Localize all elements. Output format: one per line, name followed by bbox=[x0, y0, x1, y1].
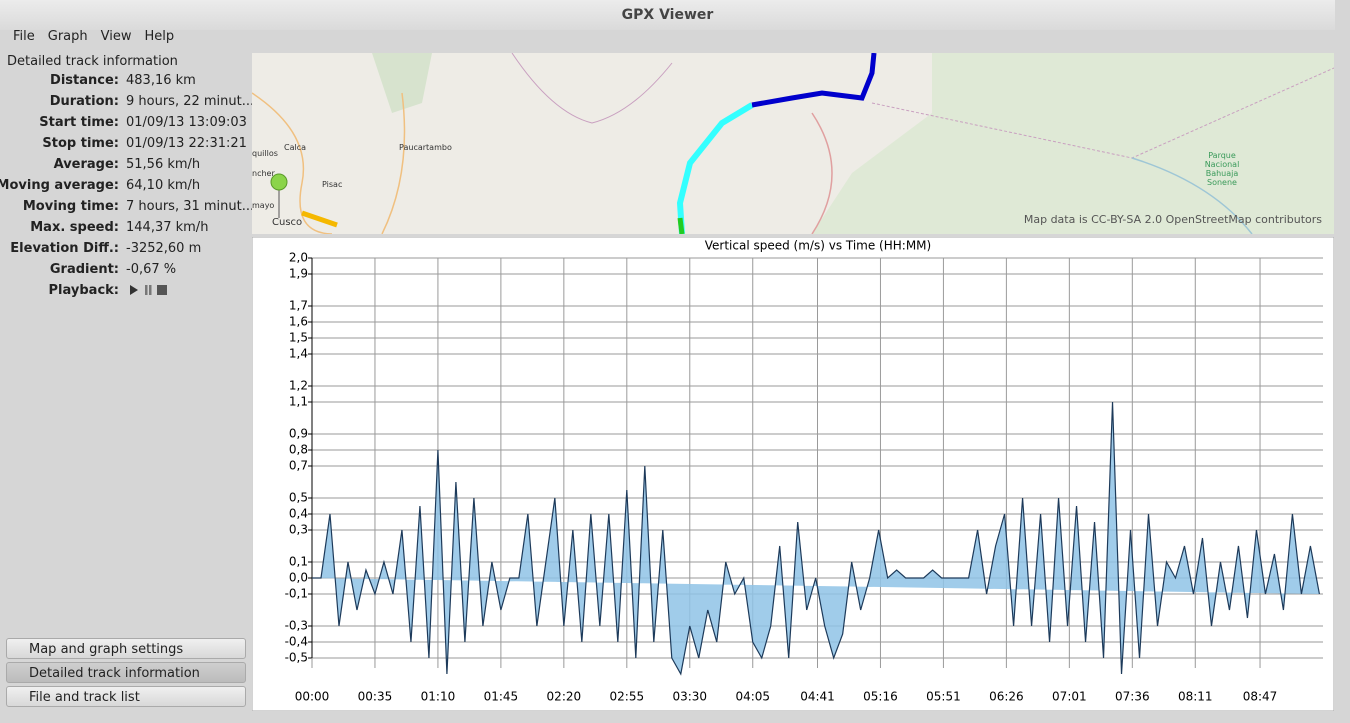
info-value: 144,37 km/h bbox=[126, 220, 209, 235]
y-tick-label: 2,0 bbox=[289, 251, 308, 265]
info-label: Gradient: bbox=[49, 262, 119, 277]
info-row: Average: 51,56 km/h bbox=[0, 157, 250, 178]
place-label: Paucartambo bbox=[399, 143, 452, 152]
y-tick-label: 0,1 bbox=[289, 555, 308, 569]
x-tick-label: 08:11 bbox=[1178, 690, 1213, 704]
x-tick-label: 05:16 bbox=[863, 690, 898, 704]
y-tick-label: 1,2 bbox=[289, 379, 308, 393]
y-tick-label: -0,3 bbox=[285, 619, 308, 633]
info-value: 51,56 km/h bbox=[126, 157, 201, 172]
playback-icons[interactable] bbox=[126, 283, 170, 297]
park-label: Bahuaja bbox=[1206, 169, 1239, 178]
place-label: Calca bbox=[284, 143, 306, 152]
info-label: Playback: bbox=[48, 283, 119, 298]
info-label: Duration: bbox=[49, 94, 119, 109]
x-tick-label: 06:26 bbox=[989, 690, 1024, 704]
map: Calca Paucartambo quillos ncher Pisac mayo Cus… bbox=[252, 53, 1334, 234]
info-label: Max. speed: bbox=[30, 220, 119, 235]
place-label: mayo bbox=[252, 201, 274, 210]
info-value: 64,10 km/h bbox=[126, 178, 201, 193]
info-value: 483,16 km bbox=[126, 73, 196, 88]
x-tick-label: 00:35 bbox=[358, 690, 393, 704]
info-value: 01/09/13 22:31:21 bbox=[126, 136, 247, 151]
x-tick-label: 02:20 bbox=[547, 690, 582, 704]
menu-item[interactable]: File bbox=[13, 29, 35, 44]
x-tick-label: 00:00 bbox=[295, 690, 330, 704]
info-label: Distance: bbox=[50, 73, 119, 88]
menu-item[interactable]: Graph bbox=[47, 29, 88, 44]
info-label: Moving average: bbox=[0, 178, 119, 193]
info-value: 01/09/13 13:09:03 bbox=[126, 115, 247, 130]
info-value: -0,67 % bbox=[126, 262, 177, 277]
x-tick-label: 02:55 bbox=[610, 690, 645, 704]
menu-item[interactable]: Help bbox=[144, 29, 175, 44]
y-tick-label: 0,3 bbox=[289, 523, 308, 537]
playback-controls[interactable] bbox=[126, 283, 170, 301]
y-tick-label: -0,1 bbox=[285, 587, 308, 601]
info-row: Moving time: 7 hours, 31 minut... bbox=[0, 199, 254, 220]
y-tick-label: 1,6 bbox=[289, 315, 308, 329]
x-tick-label: 05:51 bbox=[926, 690, 961, 704]
y-tick-label: -0,4 bbox=[285, 635, 308, 649]
window-title: GPX Viewer bbox=[621, 7, 714, 23]
info-row: Max. speed: 144,37 km/h bbox=[0, 220, 250, 241]
place-label: Pisac bbox=[322, 180, 342, 189]
place-label: ncher bbox=[252, 169, 275, 178]
y-tick-label: 1,4 bbox=[289, 347, 308, 361]
y-tick-label: 1,7 bbox=[289, 299, 308, 313]
map-attribution: Map data is CC-BY-SA 2.0 OpenStreetMap c… bbox=[1024, 213, 1322, 226]
menu-item[interactable]: View bbox=[100, 29, 132, 44]
info-row: Gradient: -0,67 % bbox=[0, 262, 250, 283]
panel-button[interactable]: Map and graph settings bbox=[6, 638, 246, 659]
y-tick-label: 0,4 bbox=[289, 507, 308, 521]
menu-bar: File Graph View Help bbox=[0, 26, 174, 48]
x-tick-label: 07:01 bbox=[1052, 690, 1087, 704]
x-tick-label: 08:47 bbox=[1243, 690, 1278, 704]
info-row: Distance: 483,16 km bbox=[0, 73, 250, 94]
info-label: Stop time: bbox=[42, 136, 119, 151]
y-tick-label: 0,8 bbox=[289, 443, 308, 457]
x-tick-label: 04:05 bbox=[735, 690, 770, 704]
info-row: Start time: 01/09/13 13:09:03 bbox=[0, 115, 250, 136]
info-label: Moving time: bbox=[22, 199, 119, 214]
info-label: Average: bbox=[53, 157, 119, 172]
park-label: Sonene bbox=[1207, 178, 1237, 187]
info-row: Elevation Diff.: -3252,60 m bbox=[0, 241, 250, 262]
y-tick-label: 1,1 bbox=[289, 395, 308, 409]
info-row: Playback: bbox=[0, 283, 250, 304]
place-label: quillos bbox=[252, 149, 278, 158]
chart: Vertical speed (m/s) vs Time (HH:MM) 2,0… bbox=[252, 237, 1334, 711]
park-label: Nacional bbox=[1205, 160, 1240, 169]
info-label: Start time: bbox=[39, 115, 119, 130]
y-tick-label: 0,7 bbox=[289, 459, 308, 473]
x-tick-label: 07:36 bbox=[1115, 690, 1150, 704]
y-tick-label: 0,9 bbox=[289, 427, 308, 441]
info-row: Moving average: 64,10 km/h bbox=[0, 178, 250, 199]
x-tick-label: 04:41 bbox=[800, 690, 835, 704]
y-tick-label: 1,9 bbox=[289, 267, 308, 281]
chart-title: Vertical speed (m/s) vs Time (HH:MM) bbox=[705, 239, 931, 253]
x-tick-label: 01:45 bbox=[484, 690, 519, 704]
info-label: Elevation Diff.: bbox=[10, 241, 119, 256]
area-line bbox=[312, 401, 1320, 676]
panel-button[interactable]: Detailed track information bbox=[6, 662, 246, 683]
y-tick-label: -0,5 bbox=[285, 651, 308, 665]
y-tick-label: 0,0 bbox=[289, 571, 308, 585]
info-value: -3252,60 m bbox=[126, 241, 202, 256]
info-value: 7 hours, 31 minut... bbox=[126, 199, 255, 214]
info-heading: Detailed track information bbox=[7, 54, 178, 69]
y-tick-label: 1,5 bbox=[289, 331, 308, 345]
place-label: Cusco bbox=[272, 217, 302, 228]
info-value: 9 hours, 22 minut... bbox=[126, 94, 255, 109]
title-bar: GPX Viewer bbox=[0, 0, 1335, 30]
x-tick-label: 03:30 bbox=[672, 690, 707, 704]
panel-button[interactable]: File and track list bbox=[6, 686, 246, 707]
park-label: Parque bbox=[1208, 151, 1236, 160]
info-row: Stop time: 01/09/13 22:31:21 bbox=[0, 136, 250, 157]
y-tick-label: 0,5 bbox=[289, 491, 308, 505]
info-row: Duration: 9 hours, 22 minut... bbox=[0, 94, 254, 115]
x-tick-label: 01:10 bbox=[421, 690, 456, 704]
